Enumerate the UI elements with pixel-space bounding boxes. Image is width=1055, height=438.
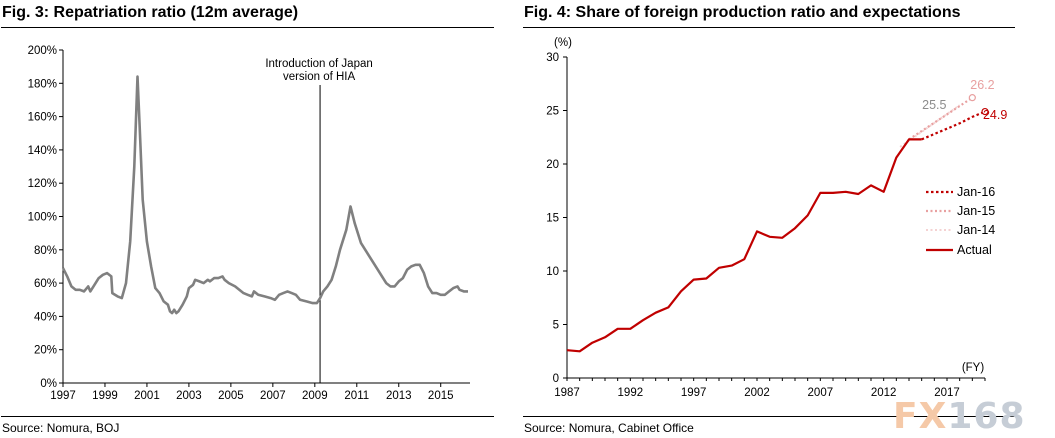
- right-y-tick-label: 10: [546, 266, 559, 278]
- left-y-tick-label: 100%: [28, 212, 57, 224]
- hia-annotation-text: Introduction of Japan: [265, 58, 372, 70]
- right-source: Source: Nomura, Cabinet Office: [524, 421, 694, 435]
- left-x-tick-label: 2005: [218, 390, 244, 402]
- right-x-unit-label: (FY): [962, 362, 985, 374]
- right-x-tick-label: 1992: [618, 387, 644, 399]
- series-actual-line: [566, 138, 922, 353]
- legend-label-jan-15: Jan-15: [957, 204, 995, 218]
- right-y-tick-label: 0: [553, 373, 559, 385]
- right-y-tick-label: 15: [546, 213, 559, 225]
- left-x-tick-label: 2001: [134, 390, 160, 402]
- hia-annotation-text: version of HIA: [283, 71, 356, 83]
- left-x-tick-label: 1999: [92, 390, 118, 402]
- series-jan-16-line: [921, 110, 986, 141]
- right-source-rule: [523, 416, 1015, 417]
- right-x-tick-label: 1987: [554, 387, 580, 399]
- right-x-tick-label: 2012: [871, 387, 897, 399]
- left-y-tick-label: 60%: [34, 278, 57, 290]
- right-y-tick-label: 20: [546, 159, 559, 171]
- watermark-fx: FX: [893, 396, 948, 437]
- data-label: 24.9: [983, 108, 1007, 122]
- right-x-tick-label: 1997: [681, 387, 707, 399]
- left-x-tick-label: 2011: [344, 390, 369, 402]
- left-title-rule: [1, 27, 494, 28]
- right-x-tick-label: 2017: [934, 387, 960, 399]
- series-jan-14-line: [899, 104, 961, 148]
- left-chart-title: Fig. 3: Repatriation ratio (12m average): [2, 4, 299, 21]
- left-y-tick-label: 80%: [34, 245, 57, 257]
- left-y-tick-label: 20%: [34, 345, 57, 357]
- right-title-rule: [523, 27, 1015, 28]
- left-x-tick-label: 2003: [176, 390, 202, 402]
- left-x-tick-label: 2015: [428, 390, 454, 402]
- series-jan-16-end-marker: [981, 107, 989, 116]
- right-x-tick-label: 2002: [744, 387, 770, 399]
- legend-label-jan-14: Jan-14: [957, 223, 995, 237]
- data-label: 25.5: [922, 98, 946, 112]
- data-label: 26.2: [970, 78, 994, 92]
- right-chart-title: Fig. 4: Share of foreign production rati…: [524, 4, 961, 21]
- left-x-tick-label: 2013: [386, 390, 412, 402]
- legend-label-actual: Actual: [957, 243, 992, 257]
- watermark-number: 168: [947, 396, 1026, 437]
- right-y-unit-label: (%): [554, 37, 572, 49]
- left-y-tick-label: 140%: [28, 145, 57, 157]
- repatriation-ratio-line: [61, 75, 468, 315]
- right-y-tick-label: 25: [546, 106, 559, 118]
- series-jan-15-end-marker: [968, 94, 976, 102]
- legend-label-jan-16: Jan-16: [957, 185, 995, 199]
- left-x-tick-label: 1997: [50, 390, 76, 402]
- left-y-tick-label: 180%: [28, 78, 57, 90]
- right-y-tick-label: 30: [546, 52, 559, 64]
- left-y-tick-label: 40%: [34, 311, 57, 323]
- left-x-tick-label: 2007: [260, 390, 286, 402]
- left-y-tick-label: 120%: [28, 178, 57, 190]
- left-source-rule: [1, 416, 494, 417]
- series-jan-15-line: [908, 96, 973, 141]
- left-y-tick-label: 200%: [28, 45, 57, 57]
- right-x-tick-label: 2007: [808, 387, 834, 399]
- left-x-tick-label: 2009: [302, 390, 328, 402]
- right-y-tick-label: 5: [553, 320, 559, 332]
- left-source: Source: Nomura, BOJ: [2, 421, 120, 435]
- watermark-logo: FX168: [893, 396, 1026, 437]
- left-y-tick-label: 160%: [28, 112, 57, 124]
- left-y-tick-label: 0%: [40, 378, 57, 390]
